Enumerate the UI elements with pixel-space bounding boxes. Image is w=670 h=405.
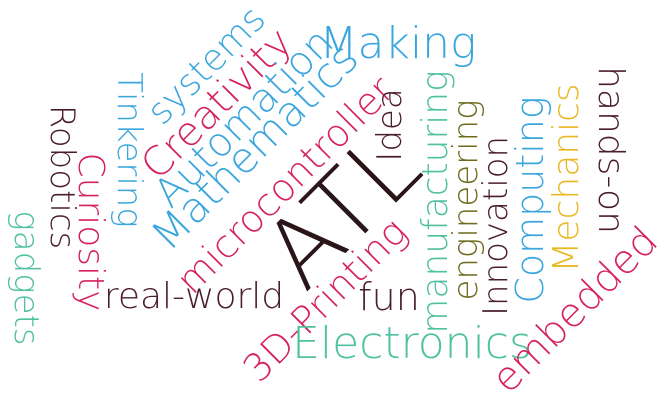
word-mechanics: Mechanics bbox=[546, 83, 587, 273]
word-electronics: Electronics bbox=[292, 318, 532, 369]
word-making: Making bbox=[319, 18, 477, 69]
word-gadgets: gadgets bbox=[6, 210, 46, 346]
word-hands-on: hands-on bbox=[590, 66, 631, 234]
word-real-world: real-world bbox=[103, 276, 285, 317]
word-curiosity: Curiosity bbox=[70, 152, 111, 312]
word-idea: Idea bbox=[370, 88, 410, 162]
word-computing: Computing bbox=[508, 96, 552, 304]
word-fun: fun bbox=[358, 275, 420, 319]
